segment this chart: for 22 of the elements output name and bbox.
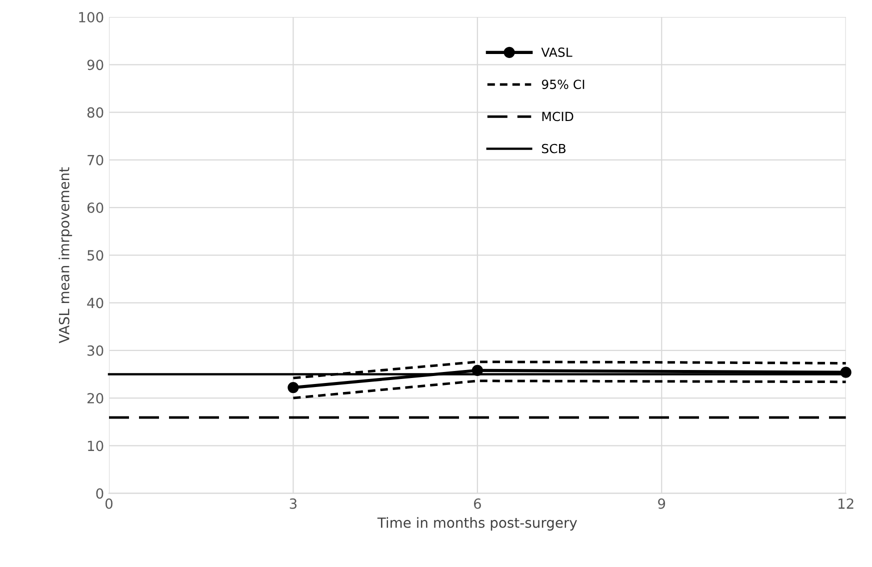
x-tick-label: 12 (838, 498, 854, 509)
y-tick-label: 70 (88, 154, 104, 166)
y-tick-label: 80 (87, 107, 104, 118)
x-tick-label: 9 (658, 498, 666, 509)
y-axis-title: VASL mean imrpovement (58, 167, 72, 344)
legend-label: VASL (541, 48, 572, 57)
y-tick-label: 40 (87, 298, 104, 308)
y-tick-label: 60 (87, 202, 104, 213)
legend-label: SCB (542, 144, 566, 154)
y-tick-label: 10 (88, 440, 104, 452)
legend-label: 95% CI (542, 80, 584, 90)
legend-label: MCID (542, 112, 574, 122)
y-tick-label: 0 (96, 488, 104, 499)
x-tick-label: 6 (474, 498, 481, 509)
x-axis-title: Time in months post-surgery (377, 517, 578, 531)
y-tick-label: 90 (87, 60, 104, 70)
y-tick-label: 30 (88, 345, 104, 356)
x-tick-label: 0 (105, 498, 112, 509)
y-tick-label: 100 (79, 12, 104, 22)
y-tick-label: 20 (87, 393, 104, 404)
x-tick-label: 3 (290, 498, 297, 509)
y-tick-label: 50 (88, 250, 104, 261)
